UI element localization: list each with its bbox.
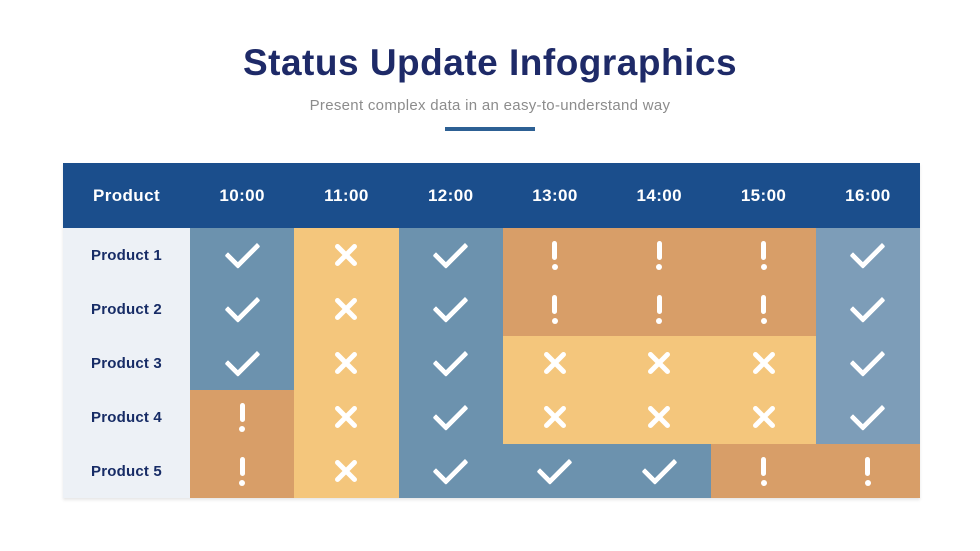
- exclamation-icon: [761, 457, 767, 486]
- column-header-time: 10:00: [190, 163, 295, 228]
- cross-icon: [331, 402, 361, 432]
- status-cell-warn: [607, 282, 712, 336]
- row-label: Product 2: [63, 282, 190, 336]
- status-cell-check: [815, 228, 920, 282]
- status-cell-warn: [815, 444, 920, 498]
- cross-icon: [749, 402, 779, 432]
- page-subtitle: Present complex data in an easy-to-under…: [309, 97, 671, 114]
- status-cell-check: [815, 282, 920, 336]
- exclamation-icon: [239, 457, 245, 486]
- status-cell-check: [398, 444, 503, 498]
- column-header-time: 11:00: [294, 163, 399, 228]
- status-cell-cross: [294, 444, 399, 498]
- cross-icon: [331, 348, 361, 378]
- status-cell-cross: [294, 390, 399, 444]
- exclamation-icon: [656, 295, 662, 324]
- check-icon: [536, 448, 574, 486]
- cross-icon: [331, 294, 361, 324]
- status-cell-check: [502, 444, 608, 498]
- status-cell-check: [398, 282, 503, 336]
- exclamation-icon: [656, 241, 662, 270]
- check-icon: [432, 394, 469, 432]
- status-cell-check: [398, 336, 503, 390]
- title-divider: [445, 127, 535, 131]
- exclamation-icon: [552, 241, 558, 270]
- column-header-product: Product: [63, 163, 190, 228]
- status-cell-warn: [190, 444, 295, 498]
- status-cell-warn: [711, 282, 816, 336]
- status-cell-cross: [294, 282, 399, 336]
- check-icon: [849, 340, 886, 378]
- check-icon: [849, 286, 886, 324]
- row-label: Product 4: [63, 390, 190, 444]
- status-cell-check: [190, 228, 295, 282]
- check-icon: [224, 340, 261, 378]
- exclamation-icon: [761, 241, 767, 270]
- check-icon: [432, 448, 469, 486]
- status-cell-cross: [607, 390, 712, 444]
- column-header-time: 13:00: [502, 163, 608, 228]
- status-cell-check: [607, 444, 712, 498]
- status-table: Product 10:00 11:00 12:00 13:00 14:00 15:00 16:…: [63, 163, 920, 498]
- cross-icon: [644, 402, 674, 432]
- cross-icon: [749, 348, 779, 378]
- check-icon: [224, 232, 261, 270]
- status-cell-check: [815, 390, 920, 444]
- exclamation-icon: [865, 457, 871, 486]
- cross-icon: [331, 240, 361, 270]
- column-header-time: 12:00: [398, 163, 503, 228]
- status-cell-warn: [190, 390, 295, 444]
- check-icon: [849, 232, 886, 270]
- exclamation-icon: [552, 295, 558, 324]
- column-header-time: 15:00: [711, 163, 816, 228]
- status-cell-cross: [502, 390, 608, 444]
- check-icon: [432, 232, 469, 270]
- cross-icon: [540, 402, 570, 432]
- status-cell-check: [190, 336, 295, 390]
- status-cell-cross: [711, 390, 816, 444]
- status-cell-check: [190, 282, 295, 336]
- status-cell-check: [398, 390, 503, 444]
- check-icon: [432, 340, 469, 378]
- row-label: Product 3: [63, 336, 190, 390]
- cross-icon: [540, 348, 570, 378]
- check-icon: [849, 394, 886, 432]
- cross-icon: [331, 456, 361, 486]
- status-cell-warn: [502, 228, 608, 282]
- status-cell-cross: [294, 228, 399, 282]
- check-icon: [432, 286, 469, 324]
- row-label: Product 5: [63, 444, 190, 498]
- status-cell-cross: [711, 336, 816, 390]
- status-cell-cross: [294, 336, 399, 390]
- status-cell-warn: [711, 228, 816, 282]
- status-cell-cross: [502, 336, 608, 390]
- status-cell-warn: [711, 444, 816, 498]
- check-icon: [641, 448, 678, 486]
- check-icon: [224, 286, 261, 324]
- status-cell-cross: [607, 336, 712, 390]
- exclamation-icon: [239, 403, 245, 432]
- page-title: Status Update Infographics: [242, 42, 738, 83]
- column-header-time: 14:00: [607, 163, 712, 228]
- status-cell-check: [398, 228, 503, 282]
- column-header-time: 16:00: [815, 163, 920, 228]
- status-cell-warn: [502, 282, 608, 336]
- row-label: Product 1: [63, 228, 190, 282]
- status-cell-check: [815, 336, 920, 390]
- exclamation-icon: [761, 295, 767, 324]
- cross-icon: [644, 348, 674, 378]
- status-cell-warn: [607, 228, 712, 282]
